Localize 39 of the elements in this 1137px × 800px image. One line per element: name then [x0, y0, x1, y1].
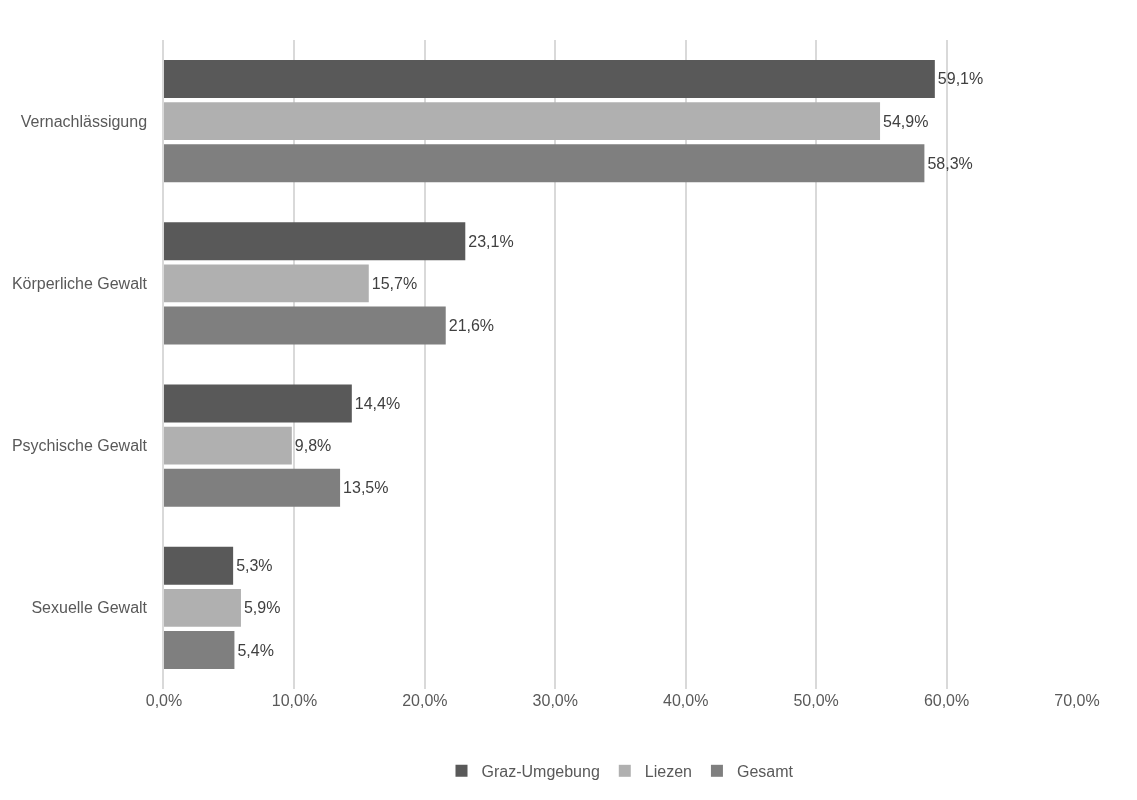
bar	[164, 306, 446, 345]
data-label: 5,3%	[236, 557, 273, 575]
x-tick-label: 10,0%	[271, 692, 318, 709]
data-label: 23,1%	[468, 232, 514, 250]
legend-label: Gesamt	[736, 763, 794, 781]
data-label: 13,5%	[343, 479, 389, 497]
data-label: 58,3%	[927, 154, 973, 172]
bar	[164, 264, 369, 303]
bar	[164, 588, 241, 627]
legend-label: Graz-Umgebung	[481, 763, 600, 781]
y-tick-label: Körperliche Gewalt	[11, 274, 148, 292]
data-label: 21,6%	[448, 317, 495, 335]
data-label: 54,9%	[883, 112, 929, 130]
x-tick-label: 20,0%	[402, 692, 448, 709]
x-tick-label: 30,0%	[532, 692, 578, 709]
y-tick-label: Psychische Gewalt	[11, 437, 148, 455]
x-tick-label: 50,0%	[793, 692, 839, 709]
bar	[164, 384, 352, 423]
bar	[164, 222, 466, 261]
data-label: 5,4%	[237, 641, 274, 659]
bar	[164, 546, 234, 585]
bar	[164, 631, 235, 670]
y-tick-label: Vernachlässigung	[20, 112, 148, 130]
bar	[164, 102, 881, 141]
x-tick-label: 70,0%	[1054, 692, 1100, 709]
bar	[164, 144, 925, 183]
bar	[164, 426, 292, 465]
x-tick-label: 40,0%	[663, 692, 709, 709]
data-label: 9,8%	[294, 437, 332, 455]
x-tick-label: 60,0%	[923, 692, 970, 709]
data-label: 5,9%	[243, 599, 281, 617]
bar	[164, 59, 935, 98]
data-label: 59,1%	[937, 70, 984, 88]
x-tick-label: 0,0%	[145, 692, 183, 709]
bar	[164, 468, 341, 507]
data-label: 14,4%	[354, 394, 401, 412]
legend-label: Liezen	[644, 763, 692, 781]
y-tick-label: Sexuelle Gewalt	[31, 599, 148, 617]
data-label: 15,7%	[371, 274, 418, 292]
